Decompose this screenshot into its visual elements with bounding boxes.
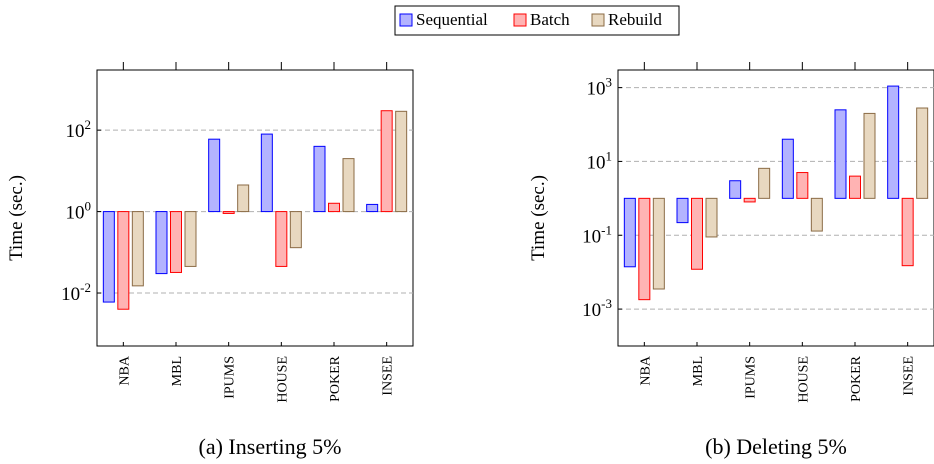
panel-caption: (b) Deleting 5% bbox=[705, 434, 847, 459]
bar-batch-insee bbox=[380, 110, 393, 213]
bar-batch-poker bbox=[328, 202, 340, 213]
bar-sequential-insee bbox=[887, 85, 900, 199]
bar-sequential-house bbox=[781, 138, 794, 199]
bar-batch-nba bbox=[638, 197, 651, 301]
x-tick-label: POKER bbox=[328, 355, 343, 402]
bar-batch-ipums bbox=[222, 211, 235, 214]
bar-rebuild-house bbox=[289, 211, 302, 249]
bar-batch-mbl bbox=[170, 211, 182, 273]
y-axis-label: Time (sec.) bbox=[6, 175, 27, 261]
x-tick-label: MBL bbox=[170, 356, 185, 386]
x-tick-label: IPUMS bbox=[223, 356, 238, 399]
legend-item-sequential: Sequential bbox=[399, 10, 488, 29]
bar-rebuild-poker bbox=[342, 158, 355, 213]
y-tick-label: 10-1 bbox=[582, 222, 612, 247]
bar-rebuild-house bbox=[810, 197, 823, 232]
legend-label-batch: Batch bbox=[530, 10, 570, 29]
y-tick-label: 103 bbox=[587, 75, 613, 100]
bar-batch-ipums bbox=[743, 197, 756, 203]
plot-frame bbox=[617, 69, 934, 347]
panel-caption: (a) Inserting 5% bbox=[199, 434, 342, 459]
bar-sequential-nba bbox=[623, 197, 636, 268]
y-tick-label: 101 bbox=[587, 148, 613, 173]
bar-batch-house bbox=[275, 211, 288, 267]
x-tick-label: INSEE bbox=[381, 356, 396, 396]
chart-inserting: 10-2 100 102 NBA MBL IPUMS HOUSE POKER INSEE Time… bbox=[6, 62, 414, 459]
bar-batch-nba bbox=[117, 211, 130, 310]
bar-sequential-mbl bbox=[676, 197, 689, 224]
legend-label-rebuild: Rebuild bbox=[608, 10, 662, 29]
bar-rebuild-insee bbox=[916, 107, 929, 199]
bar-batch-poker bbox=[849, 175, 861, 199]
legend-label-sequential: Sequential bbox=[416, 10, 488, 29]
y-tick-label: 10-3 bbox=[582, 296, 612, 321]
bar-sequential-ipums bbox=[729, 180, 742, 199]
bar-sequential-nba bbox=[102, 211, 115, 303]
bar-rebuild-mbl bbox=[705, 197, 718, 238]
legend-item-rebuild: Rebuild bbox=[591, 10, 662, 29]
bar-sequential-insee bbox=[366, 203, 379, 213]
chart-deleting: 10-3 10-1 101 103 NBA MBL IPUMS HOUSE POKER INSEE… bbox=[528, 62, 934, 459]
y-tick-label: 10-2 bbox=[61, 280, 91, 305]
x-tick-label: HOUSE bbox=[796, 356, 811, 403]
bar-rebuild-ipums bbox=[237, 184, 250, 213]
bar-rebuild-nba bbox=[131, 211, 144, 287]
x-tick-label: INSEE bbox=[902, 356, 917, 396]
y-tick-label: 102 bbox=[66, 117, 92, 142]
bar-batch-insee bbox=[901, 197, 914, 267]
x-tick-label: NBA bbox=[638, 355, 653, 385]
legend-frame bbox=[394, 5, 680, 36]
x-tick-label: POKER bbox=[849, 355, 864, 402]
legend-swatch-sequential bbox=[399, 13, 413, 27]
x-tick-label: MBL bbox=[691, 356, 706, 386]
bar-rebuild-nba bbox=[652, 197, 665, 290]
bar-sequential-house bbox=[260, 133, 273, 213]
bar-sequential-mbl bbox=[155, 211, 168, 275]
legend: Sequential Batch Rebuild bbox=[394, 5, 680, 36]
bar-batch-house bbox=[796, 172, 809, 199]
bar-batch-mbl bbox=[691, 197, 703, 270]
y-axis-label: Time (sec.) bbox=[528, 175, 549, 261]
x-tick-label: IPUMS bbox=[744, 356, 759, 399]
legend-item-batch: Batch bbox=[513, 10, 570, 29]
bar-rebuild-insee bbox=[395, 110, 408, 213]
bar-rebuild-poker bbox=[863, 112, 876, 199]
bar-sequential-ipums bbox=[208, 138, 221, 213]
legend-swatch-rebuild bbox=[591, 13, 605, 27]
plot-frame bbox=[96, 69, 414, 347]
bar-rebuild-ipums bbox=[758, 167, 771, 199]
x-tick-label: HOUSE bbox=[275, 356, 290, 403]
bar-sequential-poker bbox=[834, 109, 847, 199]
bar-rebuild-mbl bbox=[184, 211, 197, 267]
bar-sequential-poker bbox=[313, 145, 326, 213]
x-tick-label: NBA bbox=[117, 355, 132, 385]
y-tick-label: 100 bbox=[66, 199, 92, 224]
legend-swatch-batch bbox=[513, 13, 527, 27]
